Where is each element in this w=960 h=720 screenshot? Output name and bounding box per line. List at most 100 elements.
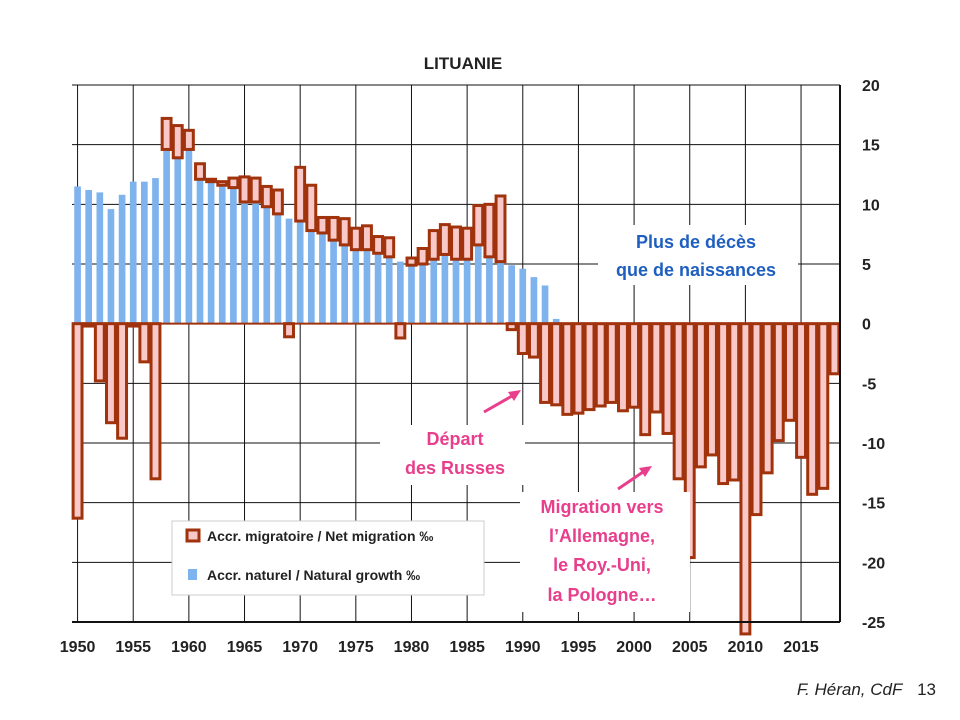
footer: F. Héran, CdF 13: [797, 680, 936, 700]
bar-natural-growth: [486, 256, 493, 324]
bar-net-migration: [561, 322, 574, 416]
bar-net-migration: [372, 235, 385, 255]
bar-net-migration: [305, 183, 318, 233]
annotation-russians-arrowhead: [508, 390, 521, 401]
x-tick-label: 2010: [728, 639, 764, 656]
y-tick-label: -15: [862, 496, 885, 513]
bar-net-migration: [650, 322, 663, 414]
bar-natural-growth: [385, 256, 393, 324]
bar-net-migration: [216, 180, 229, 187]
bar-net-migration: [260, 184, 273, 209]
bar-net-migration: [594, 322, 607, 408]
bar-natural-growth: [274, 213, 282, 324]
bar-net-migration: [149, 322, 162, 481]
bar-net-migration: [450, 225, 462, 261]
bar-net-migration: [661, 322, 674, 435]
x-tick-label: 1995: [561, 639, 597, 656]
annotation-migration-line1: Migration vers: [540, 497, 663, 517]
bar-natural-growth: [163, 149, 170, 324]
bar-net-migration: [316, 215, 329, 235]
x-tick-label: 2000: [616, 639, 652, 656]
bar-natural-growth: [452, 259, 460, 324]
bar-net-migration: [271, 188, 284, 216]
bar-natural-growth: [296, 221, 304, 324]
bar-net-migration: [427, 229, 440, 261]
bar-net-migration: [806, 322, 819, 496]
y-tick-label: 5: [862, 257, 871, 274]
x-tick-label: 1960: [171, 639, 207, 656]
y-tick-label: -20: [862, 555, 885, 572]
bar-natural-growth: [408, 265, 415, 324]
annotation-deaths-background: [598, 225, 798, 285]
bar-natural-growth: [474, 244, 482, 324]
bar-net-migration: [516, 322, 529, 355]
bar-net-migration: [783, 322, 796, 422]
bar-net-migration: [194, 162, 206, 181]
bar-net-migration: [438, 223, 451, 256]
bar-natural-growth: [185, 149, 193, 324]
bar-net-migration: [294, 165, 307, 223]
bar-net-migration: [739, 322, 752, 636]
x-tick-label: 2015: [783, 639, 819, 656]
bar-natural-growth: [307, 230, 315, 324]
x-tick-label: 1965: [227, 639, 263, 656]
bar-net-migration: [383, 236, 396, 259]
annotation-migration-line3: le Roy.-Uni,: [553, 555, 651, 575]
bar-net-migration: [361, 224, 373, 252]
x-tick-label: 1970: [282, 639, 318, 656]
bar-natural-growth: [96, 192, 104, 324]
bar-net-migration: [171, 124, 184, 160]
bar-natural-growth: [107, 209, 115, 324]
bar-net-migration: [327, 215, 340, 242]
annotation-deaths: Plus de décès que de naissances: [598, 225, 798, 285]
y-tick-label: 20: [862, 78, 880, 95]
bar-net-migration: [461, 226, 474, 261]
axes: [72, 85, 841, 623]
bar-net-migration: [817, 322, 830, 490]
bar-natural-growth: [419, 264, 426, 324]
bar-net-migration: [394, 322, 407, 340]
bar-natural-growth: [141, 181, 148, 324]
bar-natural-growth: [530, 277, 538, 324]
bar-net-migration: [583, 322, 596, 412]
page-number: 13: [917, 680, 936, 699]
bar-natural-growth: [196, 179, 204, 324]
bar-net-migration: [71, 322, 84, 520]
bar-net-migration: [416, 246, 429, 266]
bar-net-migration: [717, 322, 730, 486]
bar-net-migration: [761, 322, 774, 475]
bar-net-migration: [605, 322, 618, 404]
bar-net-migration: [750, 322, 763, 517]
legend-label-natural: Accr. naturel / Natural growth ‰: [207, 567, 420, 583]
bar-net-migration: [472, 204, 485, 247]
bar-net-migration: [795, 322, 807, 459]
bar-natural-growth: [85, 190, 93, 324]
bar-natural-growth: [341, 244, 349, 324]
x-tick-label: 1990: [505, 639, 541, 656]
x-tick-label: 1950: [60, 639, 96, 656]
bar-natural-growth: [74, 186, 81, 324]
bar-natural-growth: [374, 253, 382, 324]
bar-net-migration: [116, 322, 129, 440]
legend-label-migration: Accr. migratoire / Net migration ‰: [207, 528, 433, 544]
legend-box: [171, 520, 485, 596]
bar-natural-growth: [241, 201, 248, 324]
bar-net-migration: [138, 322, 151, 364]
bar-natural-growth: [174, 157, 182, 324]
bar-net-migration: [672, 322, 685, 481]
annotation-migration-background: [520, 492, 690, 612]
annotation-deaths-line2: que de naissances: [616, 260, 776, 280]
bar-natural-growth: [129, 181, 137, 324]
bar-natural-growth: [230, 187, 237, 324]
bar-net-migration: [706, 322, 718, 457]
annotation-migration-arrowhead: [639, 466, 652, 477]
annotation-migration-arrow: [617, 470, 644, 491]
bar-net-migration: [182, 128, 195, 151]
bar-natural-growth: [497, 261, 504, 324]
bar-net-migration: [283, 322, 295, 339]
legend: Accr. migratoire / Net migration ‰ Accr.…: [171, 520, 485, 596]
bar-natural-growth: [118, 194, 126, 324]
bar-natural-growth: [152, 178, 159, 324]
bar-natural-growth: [463, 259, 471, 324]
